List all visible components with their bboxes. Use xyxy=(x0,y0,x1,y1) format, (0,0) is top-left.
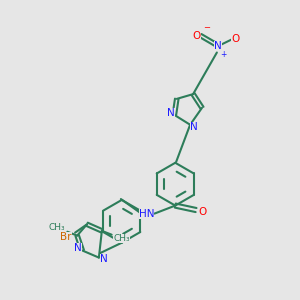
Text: Br: Br xyxy=(60,232,72,242)
Text: O: O xyxy=(231,34,239,44)
Text: CH₃: CH₃ xyxy=(113,234,130,243)
Text: N: N xyxy=(167,108,175,118)
Text: −: − xyxy=(204,23,211,32)
Text: CH₃: CH₃ xyxy=(49,224,66,232)
Text: +: + xyxy=(220,50,227,59)
Text: N: N xyxy=(214,41,222,51)
Text: N: N xyxy=(100,254,108,264)
Text: O: O xyxy=(199,207,207,218)
Text: O: O xyxy=(193,31,201,40)
Text: N: N xyxy=(190,122,198,132)
Text: HN: HN xyxy=(139,208,154,219)
Text: N: N xyxy=(74,243,82,253)
